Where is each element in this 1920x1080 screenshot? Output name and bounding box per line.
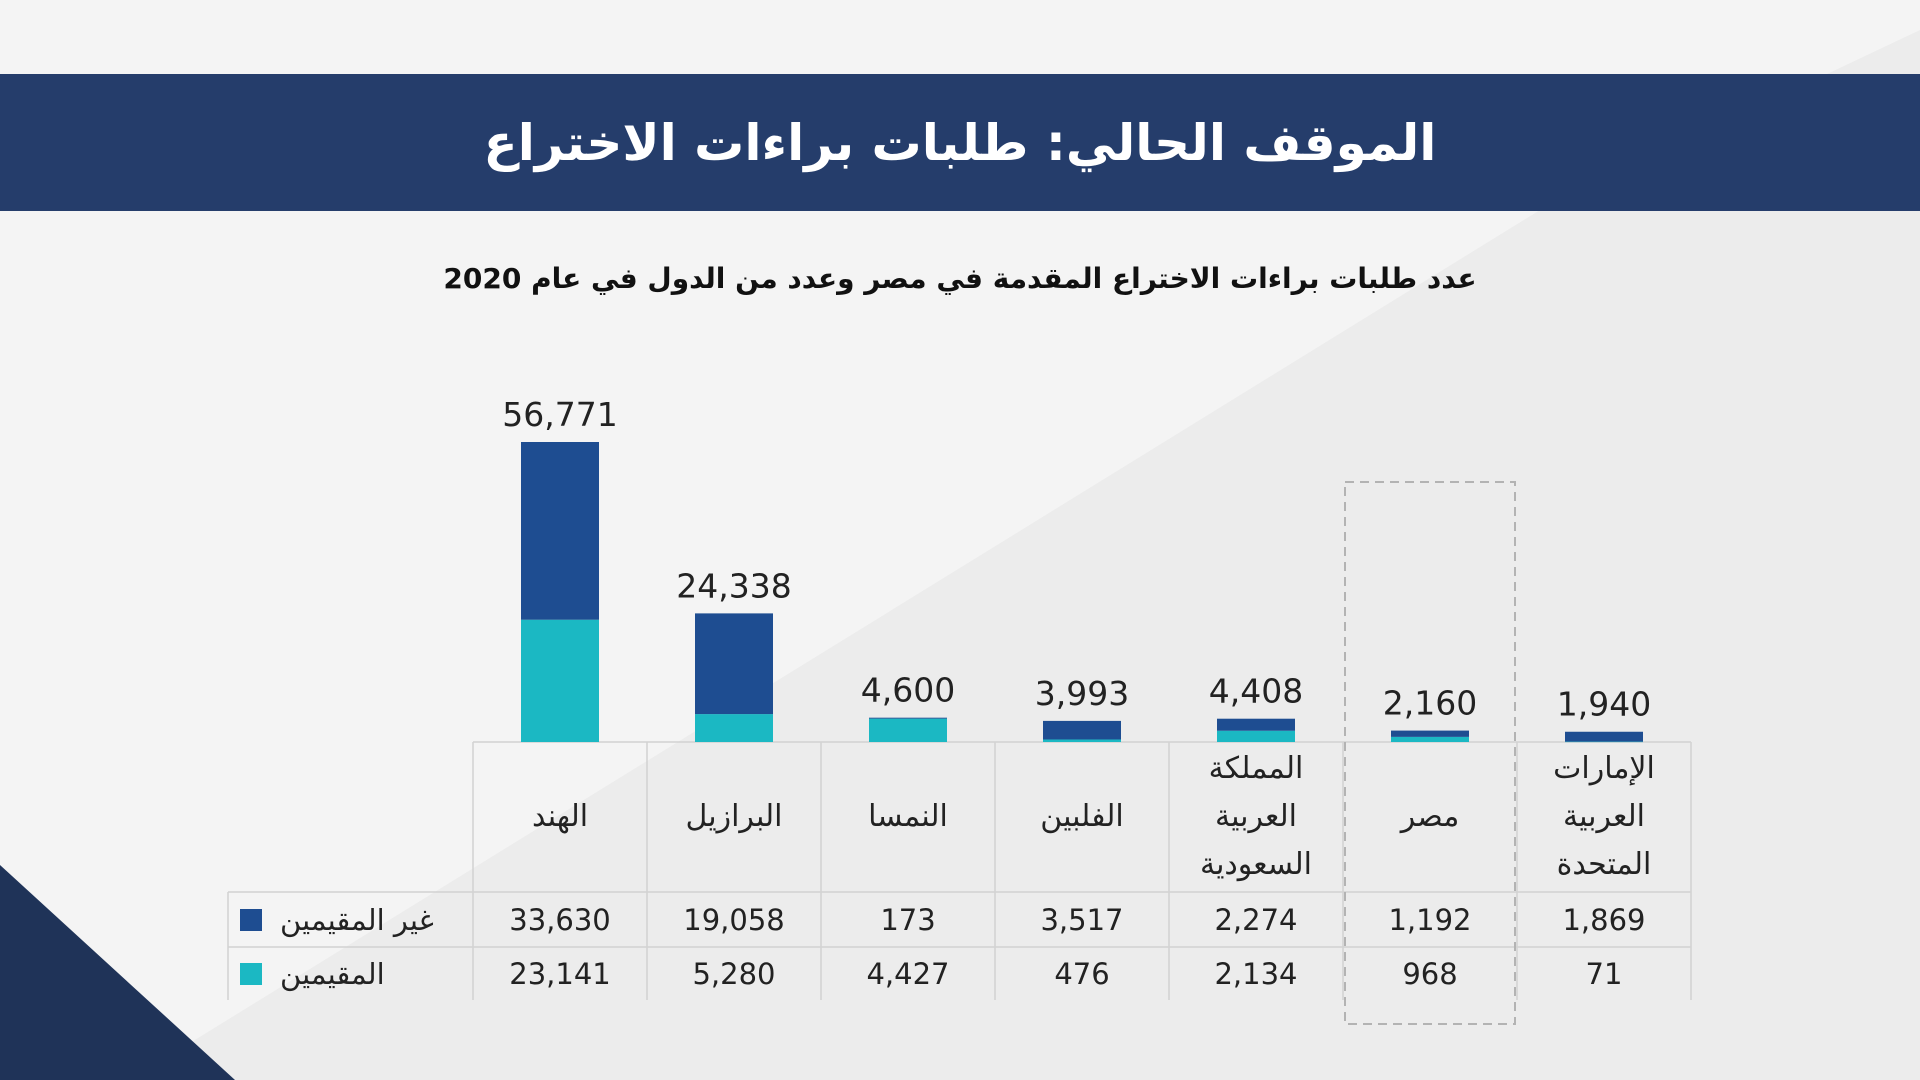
bar-total-label: 56,771	[502, 395, 617, 434]
bar-total-label: 1,940	[1557, 685, 1651, 724]
bar-total-label: 24,338	[676, 566, 791, 605]
background-diagonal-shade	[130, 30, 1920, 1080]
bar-segment-non-residents	[1217, 718, 1295, 731]
bar-total-label: 4,408	[1209, 672, 1303, 711]
bar-total-label: 4,600	[861, 671, 955, 710]
bar-segment-residents	[1043, 739, 1121, 742]
page-title: الموقف الحالي: طلبات براءات الاختراع	[483, 113, 1437, 172]
bar-segment-residents	[869, 718, 947, 742]
bar-segment-residents	[1217, 730, 1295, 742]
bar-segment-residents	[695, 714, 773, 742]
highlight-box-egypt	[1344, 481, 1516, 1025]
bar-segment-non-residents	[1565, 731, 1643, 742]
chart-title: عدد طلبات براءات الاختراع المقدمة في مصر…	[443, 262, 1477, 295]
bar-total-label: 3,993	[1035, 674, 1129, 713]
bar-segment-residents	[1391, 736, 1469, 742]
bar-segment-non-residents	[521, 442, 599, 620]
bar-segment-non-residents	[695, 613, 773, 715]
bar-segment-non-residents	[869, 717, 947, 719]
title-banner: الموقف الحالي: طلبات براءات الاختراع	[0, 74, 1920, 211]
bar-segment-non-residents	[1391, 730, 1469, 737]
corner-triangle-decoration	[0, 865, 235, 1080]
bar-segment-non-residents	[1043, 720, 1121, 740]
bar-segment-residents	[1565, 741, 1643, 743]
bar-total-label: 2,160	[1383, 684, 1477, 723]
bar-segment-residents	[521, 619, 599, 742]
